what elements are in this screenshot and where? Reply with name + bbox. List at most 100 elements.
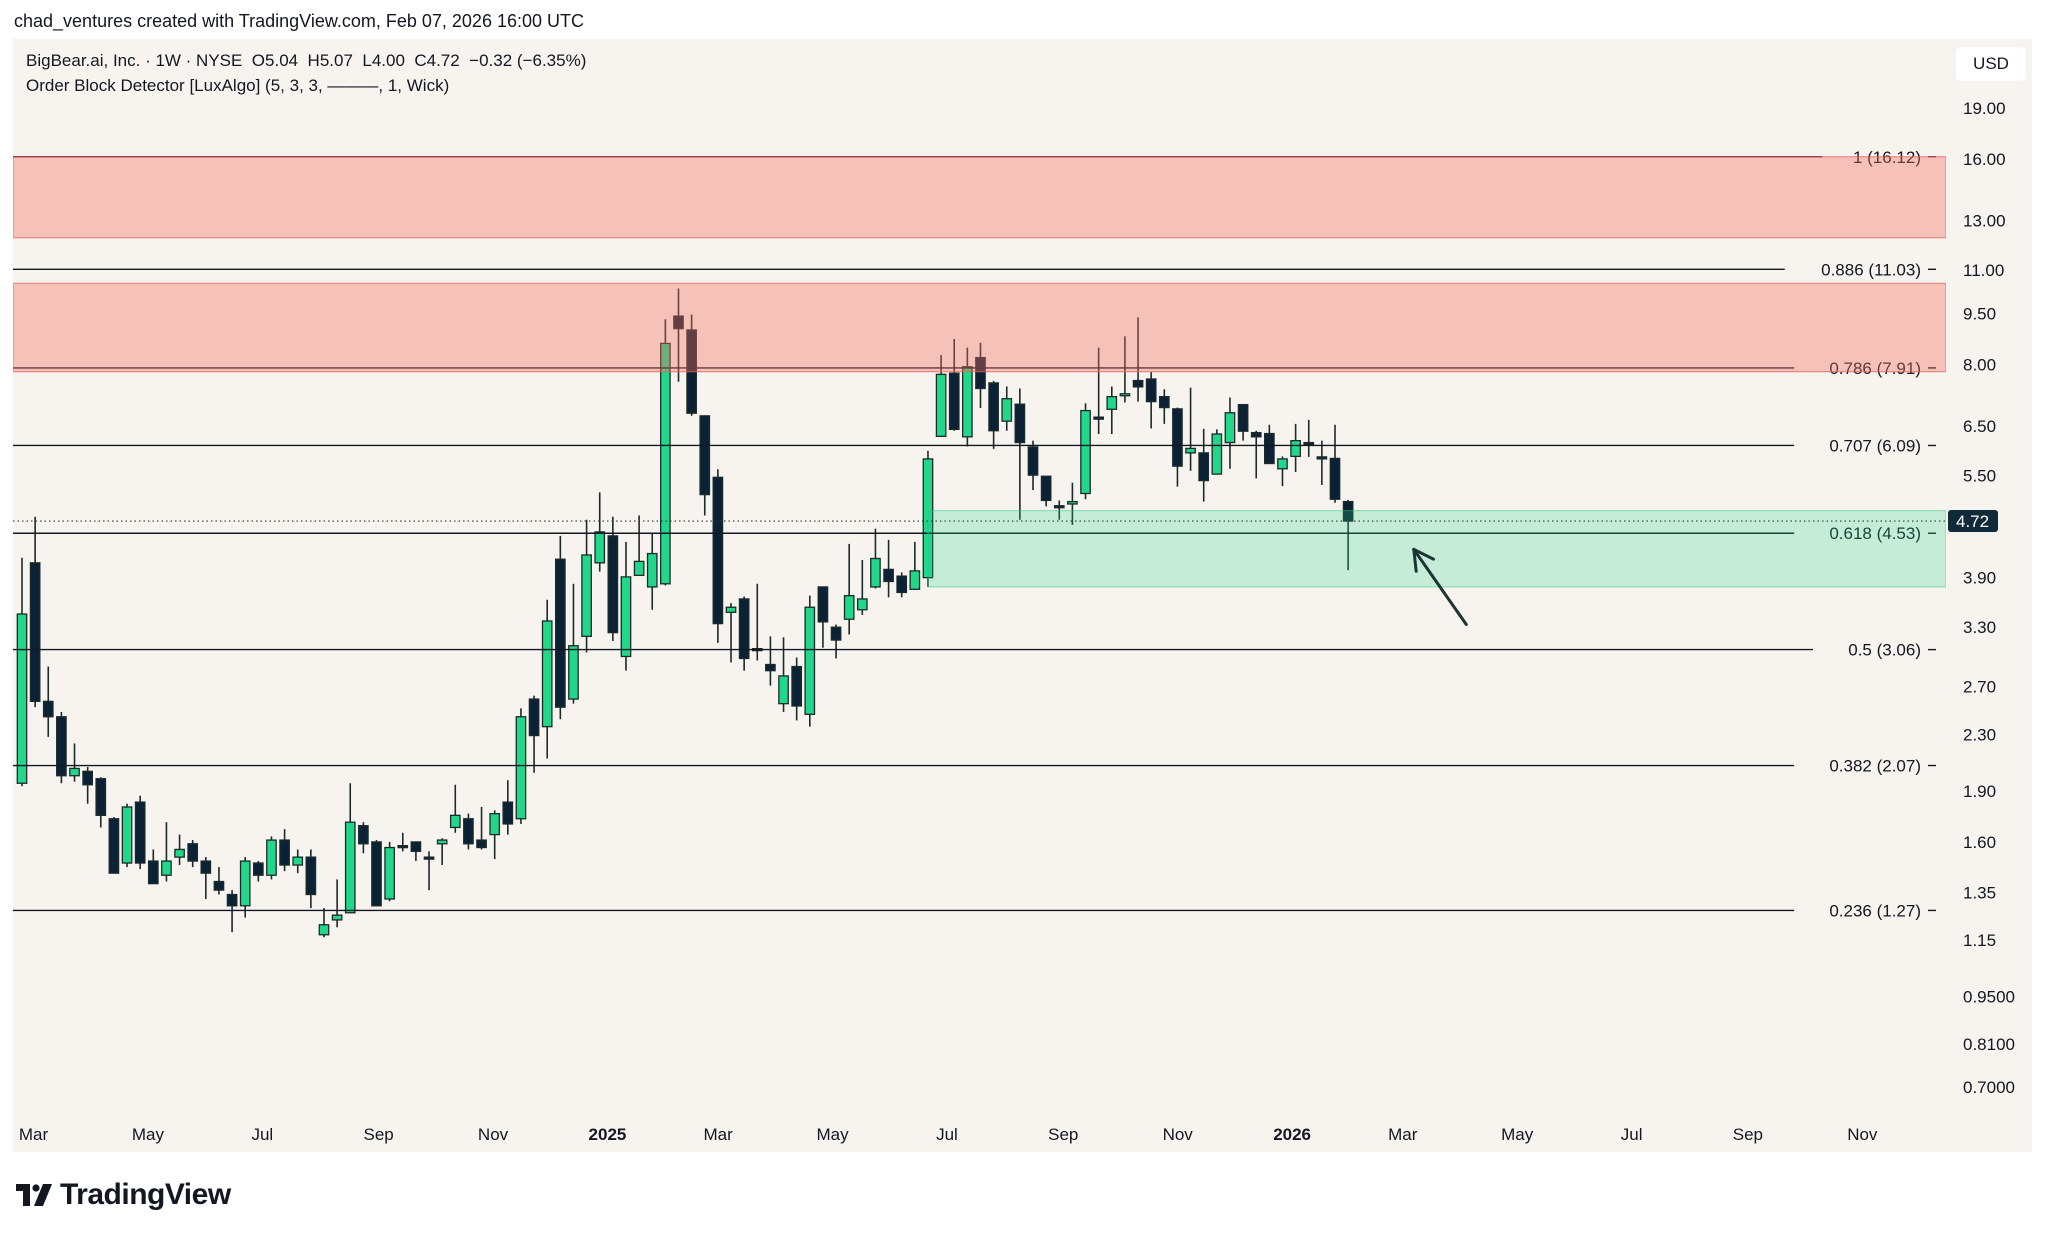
candle[interactable] [581, 519, 592, 653]
symbol-legend[interactable]: BigBear.ai, Inc. · 1W · NYSE O5.04 H5.07… [26, 51, 587, 70]
candle[interactable] [1106, 386, 1118, 435]
candle[interactable] [476, 806, 487, 850]
candle[interactable] [187, 840, 199, 868]
candle[interactable] [384, 841, 395, 902]
bearish-order-block[interactable] [13, 156, 1946, 239]
fib-level[interactable]: 0.786 (7.91) [13, 359, 1936, 378]
candle[interactable] [423, 851, 435, 891]
candle[interactable] [568, 583, 579, 704]
candle[interactable] [29, 516, 41, 708]
candle[interactable] [1119, 336, 1131, 403]
candle[interactable] [16, 557, 28, 787]
tradingview-logo[interactable]: TradingView [16, 1178, 231, 1212]
candle[interactable] [213, 867, 225, 895]
candle[interactable] [738, 596, 750, 671]
candle[interactable] [226, 890, 238, 933]
candle[interactable] [489, 810, 501, 860]
candle[interactable] [82, 766, 93, 804]
candle[interactable] [239, 857, 251, 918]
candle[interactable] [1080, 403, 1091, 500]
candle[interactable] [1316, 440, 1328, 486]
candle[interactable] [765, 636, 776, 686]
candle[interactable] [410, 841, 422, 862]
candle[interactable] [318, 908, 330, 938]
candle[interactable] [712, 469, 724, 643]
candle[interactable] [1053, 500, 1065, 520]
candle[interactable] [1224, 397, 1236, 469]
candle[interactable] [42, 666, 54, 737]
candle[interactable] [830, 624, 842, 659]
candle[interactable] [778, 637, 789, 712]
candle[interactable] [279, 829, 290, 872]
fib-level[interactable]: 0.382 (2.07) [13, 757, 1936, 776]
candle[interactable] [922, 450, 934, 587]
candle[interactable] [1329, 424, 1341, 503]
candle[interactable] [1040, 475, 1052, 507]
candle[interactable] [161, 822, 172, 882]
candle[interactable] [1027, 440, 1039, 491]
candle[interactable] [843, 543, 855, 635]
currency-button[interactable]: USD [1956, 47, 2026, 81]
candle[interactable] [554, 535, 566, 720]
chart-pane[interactable] [13, 39, 2032, 1152]
bearish-order-block[interactable] [13, 282, 1946, 373]
candle[interactable] [174, 834, 185, 866]
candle[interactable] [1211, 429, 1223, 475]
bullish-order-block[interactable] [927, 509, 1946, 588]
candle[interactable] [1014, 388, 1026, 520]
candle[interactable] [436, 838, 448, 866]
candle[interactable] [1264, 424, 1275, 465]
candle[interactable] [935, 355, 947, 438]
candle[interactable] [896, 572, 908, 598]
candle[interactable] [305, 849, 317, 909]
candle[interactable] [1067, 482, 1078, 525]
candle[interactable] [725, 603, 737, 663]
arrow-annotation[interactable] [1412, 547, 1468, 627]
candle[interactable] [1158, 389, 1170, 424]
candle[interactable] [962, 347, 973, 447]
candle[interactable] [909, 541, 921, 591]
candle[interactable] [988, 380, 999, 449]
candle[interactable] [108, 817, 120, 874]
candle[interactable] [1277, 456, 1288, 487]
candle[interactable] [502, 780, 514, 835]
candle[interactable] [1001, 386, 1013, 431]
candle[interactable] [1185, 387, 1196, 471]
candle[interactable] [699, 415, 711, 516]
candle[interactable] [607, 516, 619, 642]
fib-level[interactable]: 0.236 (1.27) [13, 901, 1936, 920]
candle[interactable] [121, 803, 133, 868]
candle[interactable] [1198, 428, 1210, 502]
indicator-legend[interactable]: Order Block Detector [LuxAlgo] (5, 3, 3,… [26, 76, 450, 95]
candle[interactable] [673, 288, 684, 382]
candle[interactable] [528, 695, 540, 773]
candle[interactable] [147, 849, 159, 885]
candle[interactable] [660, 319, 671, 586]
candle[interactable] [252, 861, 264, 882]
price-axis[interactable]: 19.00 16.00 13.00 11.00 9.50 8.00 6.50 5.50 3.90… [1963, 99, 2015, 1097]
fib-level[interactable]: 0.707 (6.09) [13, 436, 1936, 455]
candle[interactable] [870, 528, 881, 589]
candle[interactable] [633, 515, 645, 577]
candle[interactable] [69, 743, 80, 782]
candle[interactable] [358, 822, 369, 854]
candle[interactable] [134, 795, 146, 870]
candle[interactable] [646, 532, 658, 610]
candle[interactable] [1303, 419, 1315, 457]
fib-level[interactable]: 0.886 (11.03) [13, 260, 1936, 279]
candle[interactable] [791, 657, 803, 721]
candle[interactable] [1290, 423, 1301, 472]
candle[interactable] [883, 539, 894, 598]
candle[interactable] [266, 836, 277, 880]
candle[interactable] [948, 338, 960, 431]
candle[interactable] [1172, 407, 1183, 487]
candle[interactable] [1237, 403, 1249, 441]
candle[interactable] [856, 559, 868, 615]
candle[interactable] [95, 777, 107, 828]
time-axis[interactable]: Mar May Jul Sep Nov 2025 Mar May Jul Sep Nov 2026 Ma… [19, 1125, 1878, 1144]
candle[interactable] [463, 813, 474, 850]
candle[interactable] [200, 857, 212, 899]
candle[interactable] [975, 342, 986, 409]
candle[interactable] [1132, 317, 1144, 402]
